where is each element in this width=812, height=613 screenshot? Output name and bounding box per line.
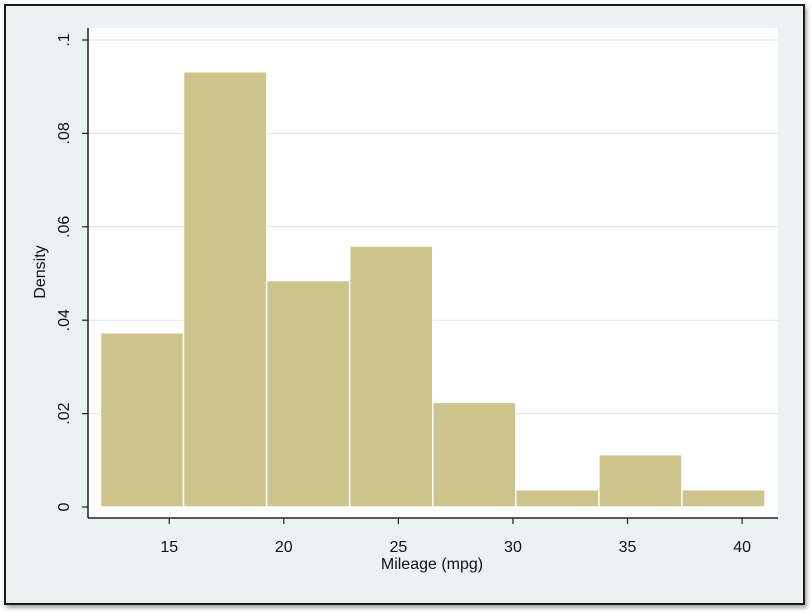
histogram-bar — [348, 245, 434, 508]
x-axis-label: Mileage (mpg) — [381, 556, 483, 573]
y-axis-label: Density — [32, 245, 49, 298]
y-tick-label: .08 — [56, 122, 73, 144]
histogram-bar — [99, 332, 185, 508]
y-tick-label: .02 — [56, 402, 73, 424]
x-tick-label: 40 — [733, 539, 751, 556]
x-tick-label: 35 — [619, 539, 637, 556]
histogram-bar — [432, 401, 517, 508]
y-tick-label: .06 — [56, 216, 73, 238]
x-axis-ticks: 15 20 25 30 35 40 — [160, 518, 751, 556]
y-tick-label: .1 — [56, 33, 73, 46]
histogram-bar — [598, 453, 683, 508]
histogram-bar — [681, 488, 766, 508]
histogram-bar — [265, 279, 351, 508]
y-tick-label: 0 — [56, 502, 73, 511]
bars — [99, 71, 766, 508]
y-tick-label: .04 — [56, 309, 73, 331]
histogram-bar — [182, 71, 268, 508]
histogram-bar — [515, 488, 600, 508]
x-tick-label: 20 — [275, 539, 293, 556]
y-axis-ticks: 0 .02 .04 .06 .08 .1 — [56, 33, 88, 511]
x-tick-label: 15 — [160, 539, 178, 556]
x-tick-label: 30 — [504, 539, 522, 556]
x-tick-label: 25 — [389, 539, 407, 556]
